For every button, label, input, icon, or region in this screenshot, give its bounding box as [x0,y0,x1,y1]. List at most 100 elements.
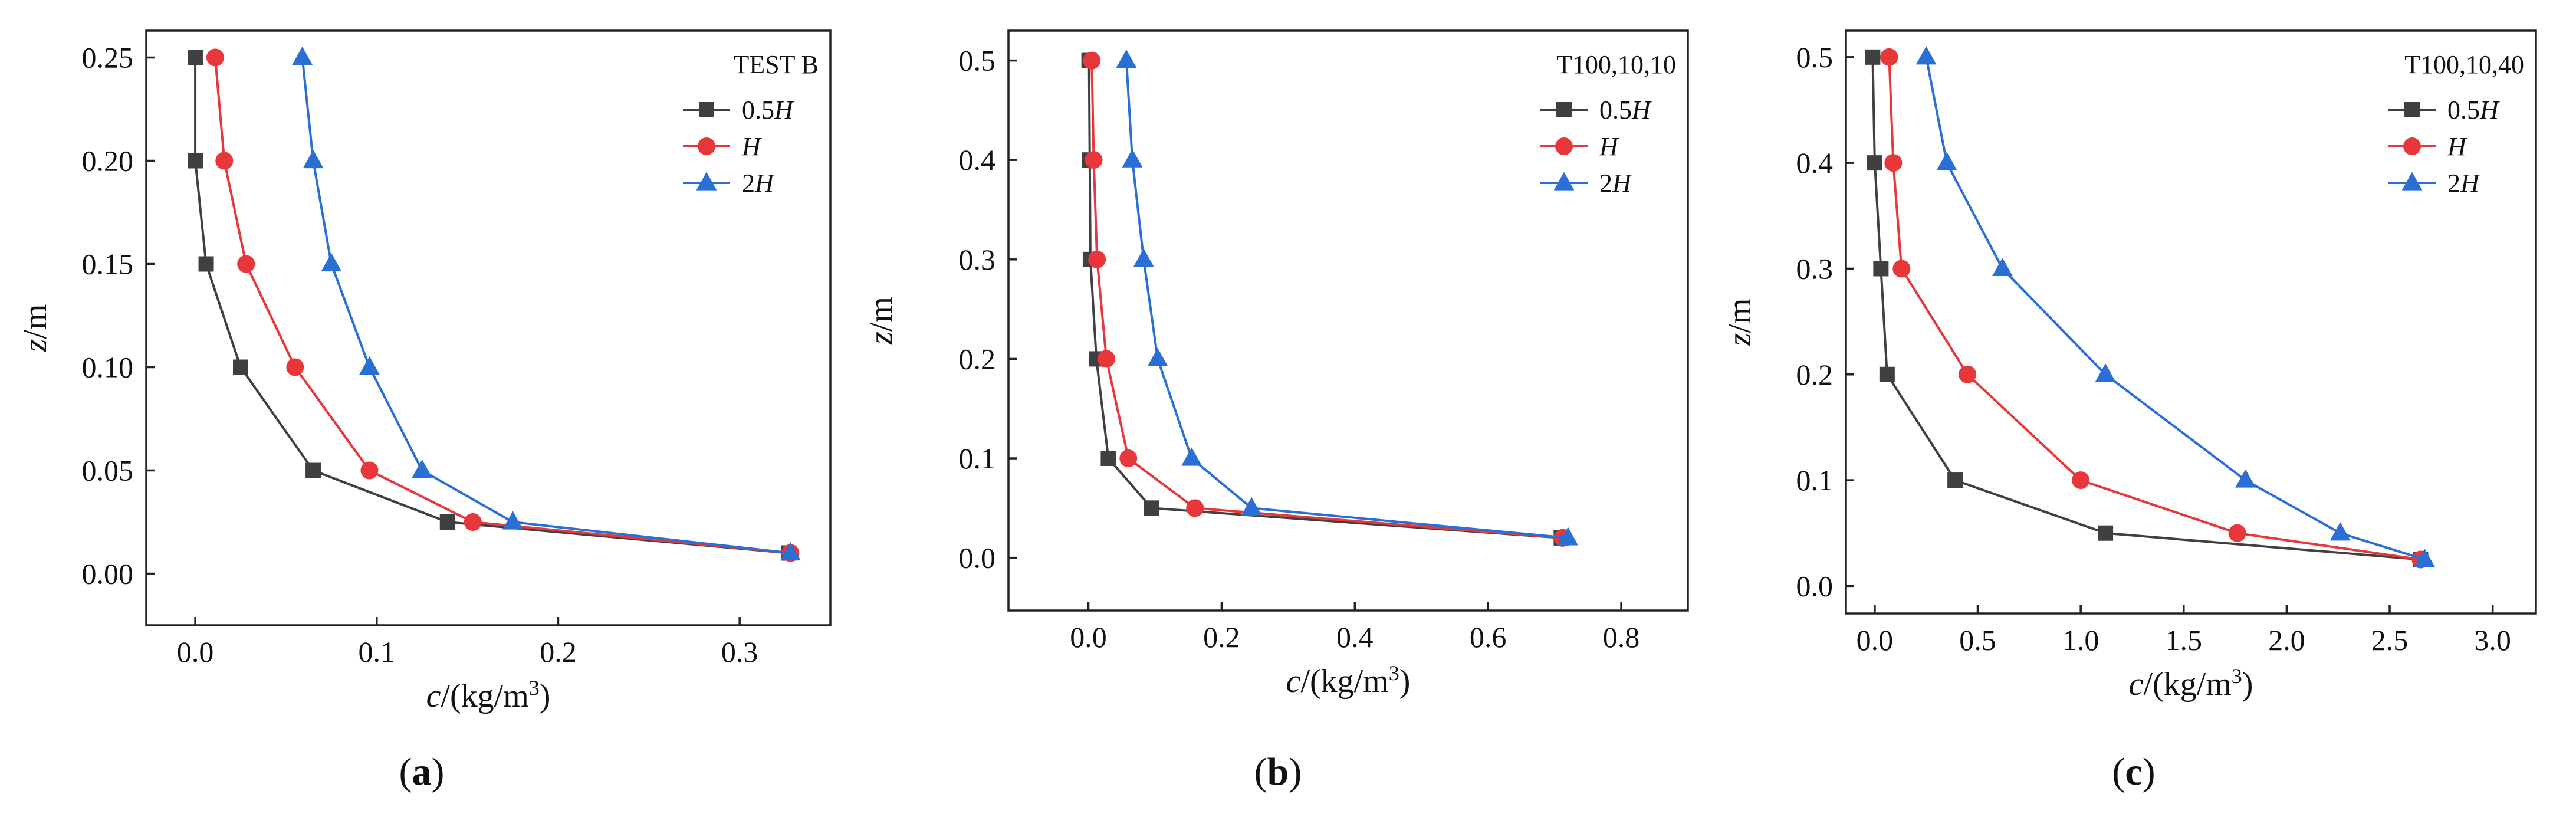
data-point [1880,48,1898,66]
data-point [233,359,248,375]
panel-caption: (c) [2112,750,2155,793]
data-point [1873,261,1889,277]
y-tick-label: 0.10 [82,351,134,384]
data-point [188,50,203,65]
legend-entry: 2H [2447,169,2480,198]
legend-entry: H [2447,132,2467,161]
data-point [321,252,342,272]
data-point [303,149,324,169]
panel-caption: (a) [399,750,445,793]
panel-caption: (b) [1254,750,1302,793]
data-point [188,153,203,169]
data-point [237,255,255,273]
legend-title: T100,10,10 [1556,50,1676,79]
legend-marker [696,172,717,191]
x-tick-label: 0.5 [1959,623,1996,657]
data-point [1147,347,1168,367]
x-axis-label: c/(kg/m3) [2129,664,2253,703]
data-point [464,513,482,531]
data-point [1558,527,1579,546]
data-point [292,46,313,65]
legend-entry: 0.5H [1599,96,1652,124]
x-tick-label: 0.0 [1070,621,1107,654]
data-point [305,462,321,478]
legend-marker [698,137,715,155]
y-tick-label: 0.1 [959,442,996,475]
data-point [1947,472,1963,488]
x-tick-label: 0.4 [1336,621,1374,654]
data-point [1186,499,1204,517]
y-tick-label: 0.20 [82,145,134,178]
x-axis-label: c/(kg/m3) [1286,661,1411,700]
y-tick-label: 0.2 [959,342,996,375]
y-tick-label: 0.5 [1796,41,1834,74]
data-point [1100,451,1116,467]
y-tick-label: 0.4 [959,143,996,176]
data-point [502,511,523,530]
y-axis-label: z/m [17,304,54,353]
y-tick-label: 0.0 [1796,569,1834,602]
data-point [2228,524,2246,542]
x-tick-label: 0.0 [177,635,214,668]
data-point [780,542,801,561]
x-tick-label: 1.5 [2166,623,2203,657]
y-tick-label: 0.5 [959,44,996,77]
x-tick-label: 0.3 [721,635,758,668]
data-point [1122,149,1143,168]
data-point [359,356,380,375]
data-point [1083,51,1101,70]
data-point [2414,548,2435,567]
data-point [1181,447,1202,466]
x-tick-label: 2.0 [2268,623,2305,657]
plot-frame [145,29,832,626]
data-point [215,152,234,170]
data-point [1119,449,1138,468]
data-point [1865,49,1881,65]
data-point [2095,363,2116,382]
x-tick-label: 0.1 [359,635,396,668]
y-tick-label: 0.15 [82,248,134,281]
x-tick-label: 0.6 [1470,621,1507,654]
y-axis-label: z/m [1721,298,1758,347]
legend-title: T100,10,40 [2404,50,2524,79]
y-tick-label: 0.1 [1796,464,1834,497]
x-axis-label: c/(kg/m3) [426,676,551,714]
data-point [1992,257,2013,277]
legend-marker [2404,102,2420,117]
data-point [412,459,433,478]
data-point [1936,152,1957,170]
x-tick-label: 2.5 [2371,623,2409,657]
data-point [1959,365,1977,383]
panel-c: 0.0 0.5 1.0 1.5 2.0 2.5 3.0 0.0 0.1 0.2 0.3 0.4 0.5 c… [1721,29,2537,793]
data-point [206,48,224,67]
legend-marker [1553,172,1575,191]
x-tick-label: 0.2 [540,635,577,668]
legend-marker [1555,137,1573,155]
y-tick-label: 0.0 [959,542,996,575]
data-point [286,358,304,376]
y-axis-label: z/m [863,297,899,345]
x-tick-label: 0.2 [1203,621,1240,654]
data-point [2235,469,2256,488]
legend-marker [2403,137,2421,155]
plot-frame [1845,29,2537,615]
data-point [1098,350,1116,368]
data-point [1879,366,1895,382]
plot-frame [1007,29,1689,612]
data-point [1892,260,1911,278]
y-tick-label: 0.25 [82,41,134,74]
y-tick-label: 0.2 [1796,358,1834,391]
data-point [1915,46,1937,65]
legend-entry: H [1599,132,1619,161]
legend-entry: H [741,132,762,161]
data-point [2098,525,2114,541]
data-point [1088,250,1106,268]
legend-entry: 2H [742,169,775,198]
legend-marker [699,102,714,117]
data-point [2329,522,2351,541]
panel-a: 0.0 0.1 0.2 0.3 0.00 0.05 0.10 0.15 0.20 0.25 c/(k… [17,29,832,793]
data-point [1241,497,1262,516]
legend-marker [2401,172,2423,191]
x-tick-label: 1.0 [2062,623,2099,657]
